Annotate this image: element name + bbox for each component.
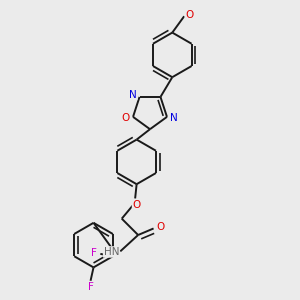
Text: O: O [185,11,194,20]
Text: F: F [88,282,94,292]
Text: HN: HN [103,247,119,257]
Text: F: F [92,248,97,258]
Text: O: O [156,222,164,232]
Text: O: O [122,113,130,123]
Text: N: N [169,113,177,123]
Text: O: O [133,200,141,210]
Text: N: N [129,90,137,100]
